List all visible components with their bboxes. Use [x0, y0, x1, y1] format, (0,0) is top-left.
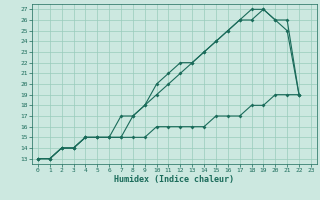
X-axis label: Humidex (Indice chaleur): Humidex (Indice chaleur) [115, 175, 234, 184]
